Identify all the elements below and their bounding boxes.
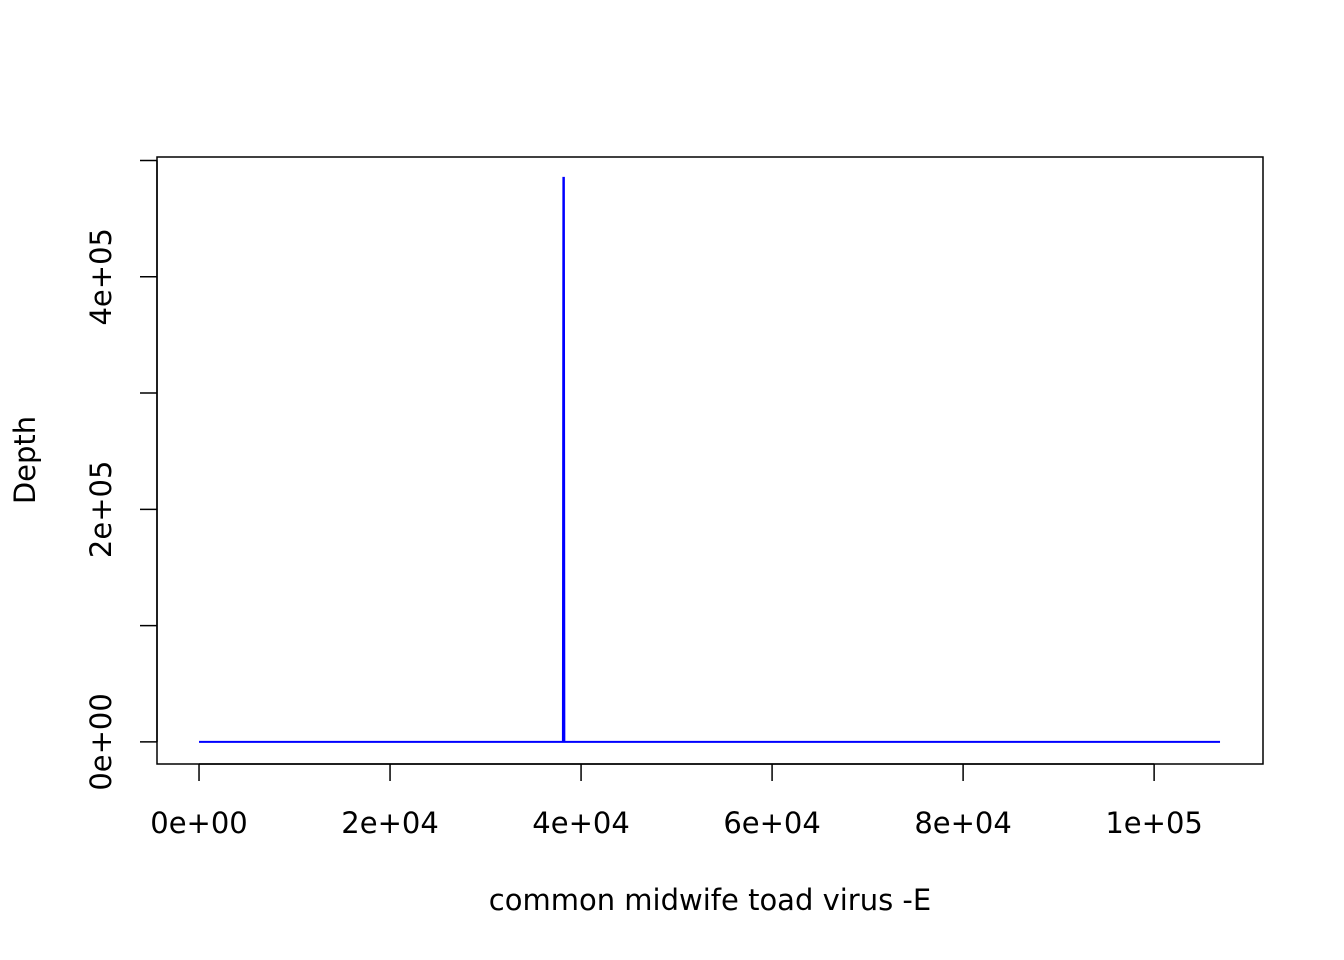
x-tick-label: 6e+04: [723, 806, 821, 840]
x-tick-label: 4e+04: [532, 806, 630, 840]
x-tick-label: 0e+00: [150, 806, 248, 840]
x-axis-title: common midwife toad virus -E: [489, 883, 931, 917]
series-layer: [199, 176, 1221, 743]
plot-area-frame: [156, 156, 1264, 765]
x-tick-label: 2e+04: [341, 806, 439, 840]
y-axis-title: Depth: [8, 416, 42, 504]
x-tick-label: 1e+05: [1105, 806, 1203, 840]
y-axis: 0e+00 2e+05 4e+05: [84, 159, 158, 791]
y-tick-label: 4e+05: [84, 228, 118, 326]
y-tick-label: 0e+00: [84, 693, 118, 791]
x-axis: 0e+00 2e+04 4e+04 6e+04 8e+04 1e+05: [150, 763, 1203, 840]
y-tick-label: 2e+05: [84, 461, 118, 559]
depth-series-line: [199, 176, 1221, 743]
x-tick-label: 8e+04: [914, 806, 1012, 840]
